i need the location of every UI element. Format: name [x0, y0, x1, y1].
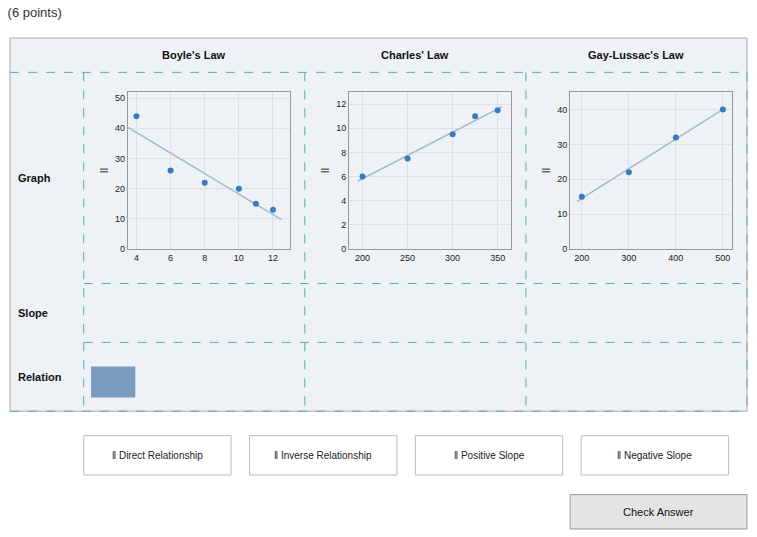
svg-text:200: 200 — [574, 253, 589, 263]
svg-text:Charles' Law: Charles' Law — [381, 49, 449, 61]
svg-text:II: II — [541, 168, 552, 174]
svg-text:200: 200 — [355, 253, 370, 263]
svg-text:10: 10 — [234, 253, 244, 263]
svg-text:(6 points): (6 points) — [8, 5, 62, 20]
svg-text:20: 20 — [115, 184, 125, 194]
svg-text:Boyle's Law: Boyle's Law — [162, 49, 226, 61]
svg-text:Check Answer: Check Answer — [623, 506, 694, 518]
svg-text:Graph: Graph — [18, 172, 51, 184]
svg-text:4: 4 — [341, 196, 346, 206]
svg-text:10: 10 — [115, 214, 125, 224]
svg-text:300: 300 — [621, 253, 636, 263]
svg-text:20: 20 — [557, 174, 567, 184]
svg-text:0: 0 — [562, 244, 567, 254]
svg-text:2: 2 — [341, 220, 346, 230]
svg-text:6: 6 — [341, 172, 346, 182]
svg-text:4: 4 — [134, 253, 139, 263]
svg-text:40: 40 — [557, 105, 567, 115]
svg-text:40: 40 — [115, 123, 125, 133]
svg-text:10: 10 — [336, 123, 346, 133]
svg-text:Relation: Relation — [18, 371, 62, 383]
svg-text:0: 0 — [341, 244, 346, 254]
svg-text:‖ Positive Slope: ‖ Positive Slope — [454, 450, 525, 461]
svg-text:350: 350 — [490, 253, 505, 263]
svg-text:0: 0 — [120, 244, 125, 254]
svg-text:Slope: Slope — [18, 307, 48, 319]
svg-text:‖ Inverse Relationship: ‖ Inverse Relationship — [274, 450, 372, 461]
svg-text:300: 300 — [445, 253, 460, 263]
svg-text:‖ Negative Slope: ‖ Negative Slope — [617, 450, 692, 461]
svg-text:30: 30 — [557, 140, 567, 150]
svg-text:8: 8 — [341, 148, 346, 158]
svg-text:Gay-Lussac's Law: Gay-Lussac's Law — [588, 49, 684, 61]
svg-text:12: 12 — [268, 253, 278, 263]
svg-text:10: 10 — [557, 209, 567, 219]
svg-text:‖ Direct Relationship: ‖ Direct Relationship — [112, 450, 203, 461]
svg-text:II: II — [99, 168, 110, 174]
svg-text:12: 12 — [336, 99, 346, 109]
svg-text:30: 30 — [115, 154, 125, 164]
svg-text:8: 8 — [202, 253, 207, 263]
svg-text:50: 50 — [115, 93, 125, 103]
svg-text:500: 500 — [715, 253, 730, 263]
svg-text:250: 250 — [400, 253, 415, 263]
svg-text:6: 6 — [168, 253, 173, 263]
svg-text:II: II — [320, 168, 331, 174]
svg-text:400: 400 — [668, 253, 683, 263]
